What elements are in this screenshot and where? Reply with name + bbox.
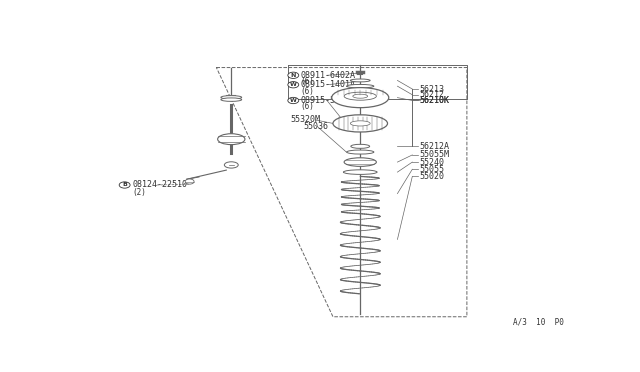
- Ellipse shape: [347, 150, 374, 154]
- Text: 55055: 55055: [420, 165, 445, 174]
- Text: 55320M: 55320M: [291, 115, 321, 125]
- Text: 08915-5402A: 08915-5402A: [301, 96, 356, 105]
- Text: B: B: [122, 183, 127, 187]
- Text: 55055M: 55055M: [420, 150, 450, 160]
- Ellipse shape: [347, 84, 374, 88]
- Text: A/3  10  P0: A/3 10 P0: [513, 318, 564, 327]
- Ellipse shape: [333, 115, 388, 132]
- Text: 56213: 56213: [420, 84, 445, 93]
- Text: (6): (6): [301, 102, 315, 111]
- Text: (6): (6): [301, 87, 315, 96]
- Text: 56212A: 56212A: [420, 142, 450, 151]
- Text: (6): (6): [301, 77, 315, 86]
- Text: 08124-22510: 08124-22510: [132, 180, 187, 189]
- Text: 55020: 55020: [420, 172, 445, 181]
- Ellipse shape: [351, 144, 370, 148]
- Ellipse shape: [344, 92, 376, 100]
- Circle shape: [185, 179, 194, 184]
- Text: 55240: 55240: [420, 158, 445, 167]
- Ellipse shape: [225, 162, 238, 168]
- Ellipse shape: [353, 94, 367, 98]
- Text: 56210K: 56210K: [420, 96, 450, 105]
- Ellipse shape: [344, 170, 377, 174]
- Text: W: W: [290, 82, 297, 87]
- Text: N: N: [291, 73, 296, 78]
- Ellipse shape: [218, 134, 245, 145]
- Ellipse shape: [350, 121, 370, 126]
- Ellipse shape: [221, 98, 242, 101]
- Text: W: W: [290, 98, 297, 103]
- Text: 08911-6402A: 08911-6402A: [301, 71, 356, 80]
- Text: 56210K: 56210K: [420, 96, 450, 105]
- Circle shape: [288, 72, 299, 78]
- Text: (2): (2): [132, 187, 146, 197]
- Ellipse shape: [350, 79, 370, 82]
- Circle shape: [119, 182, 130, 188]
- Circle shape: [288, 81, 299, 88]
- Ellipse shape: [344, 158, 376, 166]
- Circle shape: [288, 97, 299, 104]
- Ellipse shape: [221, 96, 242, 99]
- Text: 55036: 55036: [303, 122, 328, 131]
- Text: 56212: 56212: [420, 90, 445, 99]
- Text: 08915-1401A: 08915-1401A: [301, 80, 356, 89]
- Ellipse shape: [332, 87, 388, 108]
